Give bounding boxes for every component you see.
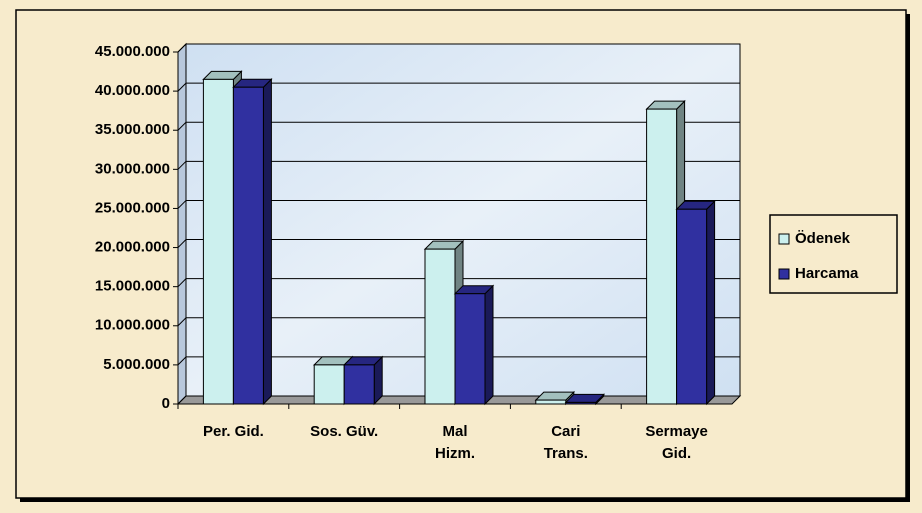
grid-line <box>177 82 740 92</box>
bar-front <box>454 293 486 405</box>
y-tick-label: 15.000.000 <box>95 278 170 295</box>
legend-swatch <box>778 233 790 245</box>
y-tick-label: 45.000.000 <box>95 43 170 60</box>
grid-line <box>177 199 740 209</box>
bar-front <box>232 86 264 405</box>
bar-front <box>343 364 375 405</box>
bar <box>342 355 384 406</box>
x-tick-label: Sos. Güv. <box>310 423 378 440</box>
x-tick-label: Sermaye Gid. <box>645 423 708 462</box>
y-tick-label: 10.000.000 <box>95 317 170 334</box>
y-tick-label: 20.000.000 <box>95 239 170 256</box>
bar-side <box>706 200 716 406</box>
y-tick-label: 5.000.000 <box>103 356 170 373</box>
bar-side <box>484 284 494 406</box>
bar <box>675 200 716 406</box>
y-tick-label: 25.000.000 <box>95 199 170 216</box>
legend-label: Ödenek <box>795 230 851 247</box>
bar-front <box>676 208 708 405</box>
bar <box>564 393 606 406</box>
y-tick-label: 35.000.000 <box>95 121 170 138</box>
bar-front <box>202 78 234 405</box>
grid-line <box>177 239 740 248</box>
bar <box>232 77 273 406</box>
grid-line <box>177 278 740 288</box>
bar-front <box>313 364 345 405</box>
legend-box <box>769 214 898 294</box>
grid-line <box>177 317 740 327</box>
grid-line <box>177 121 740 131</box>
x-tick-label: Mal Hizm. <box>435 423 475 462</box>
grid-line <box>177 356 740 366</box>
y-tick-label: 0 <box>162 395 170 412</box>
bar-side <box>262 77 272 406</box>
bar <box>453 284 495 406</box>
grid-line <box>177 43 740 53</box>
y-tick-label: 40.000.000 <box>95 82 170 99</box>
x-tick-label: Per. Gid. <box>203 423 264 440</box>
bar-front <box>424 248 456 405</box>
bar-front <box>646 108 678 405</box>
grid-line <box>177 160 740 170</box>
x-tick-label: Cari Trans. <box>544 423 588 462</box>
side-wall <box>177 42 187 406</box>
y-tick-label: 30.000.000 <box>95 160 170 177</box>
legend-label: Harcama <box>795 265 859 282</box>
bar-front <box>535 399 567 405</box>
legend-swatch <box>778 268 790 280</box>
